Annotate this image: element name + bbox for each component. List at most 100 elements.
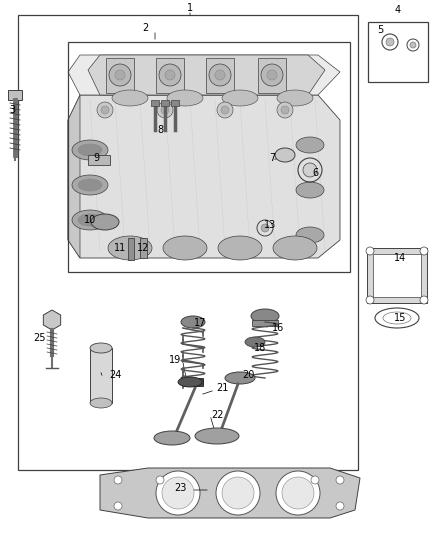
- Ellipse shape: [181, 316, 205, 328]
- Text: 10: 10: [84, 215, 96, 225]
- Bar: [18, 15, 358, 470]
- Ellipse shape: [178, 377, 202, 387]
- Circle shape: [156, 476, 164, 484]
- Text: 24: 24: [109, 370, 121, 380]
- Circle shape: [276, 471, 320, 515]
- Circle shape: [366, 247, 374, 255]
- Circle shape: [410, 42, 416, 48]
- Text: 3: 3: [9, 105, 15, 115]
- Ellipse shape: [78, 214, 102, 226]
- Ellipse shape: [296, 182, 324, 198]
- Ellipse shape: [91, 214, 119, 230]
- Circle shape: [156, 471, 200, 515]
- Bar: [68, 42, 350, 272]
- Circle shape: [222, 477, 254, 509]
- Text: 9: 9: [93, 153, 99, 163]
- Text: 14: 14: [394, 253, 406, 263]
- Text: 22: 22: [212, 410, 224, 420]
- Bar: [140, 238, 147, 258]
- Bar: [367, 248, 427, 303]
- Bar: [156, 58, 184, 93]
- Ellipse shape: [296, 137, 324, 153]
- Ellipse shape: [108, 236, 152, 260]
- Circle shape: [386, 38, 394, 46]
- Text: 1: 1: [187, 3, 193, 13]
- Text: 18: 18: [254, 343, 266, 353]
- Bar: [8, 90, 22, 100]
- Circle shape: [267, 70, 277, 80]
- Text: 7: 7: [269, 153, 275, 163]
- Text: 12: 12: [137, 243, 149, 253]
- Circle shape: [162, 477, 194, 509]
- Circle shape: [215, 70, 225, 80]
- Polygon shape: [43, 310, 60, 330]
- Circle shape: [209, 64, 231, 86]
- Bar: [106, 58, 134, 93]
- Bar: [151, 100, 159, 106]
- Text: 5: 5: [377, 25, 383, 35]
- Circle shape: [161, 106, 169, 114]
- Text: 23: 23: [174, 483, 186, 493]
- Text: 16: 16: [272, 323, 284, 333]
- Ellipse shape: [277, 90, 313, 106]
- Bar: [161, 100, 169, 106]
- Polygon shape: [68, 95, 340, 258]
- Text: 13: 13: [264, 220, 276, 230]
- Polygon shape: [88, 55, 325, 95]
- Ellipse shape: [72, 140, 108, 160]
- Ellipse shape: [167, 90, 203, 106]
- Ellipse shape: [90, 398, 112, 408]
- Bar: [183, 378, 203, 386]
- Ellipse shape: [273, 236, 317, 260]
- Ellipse shape: [296, 227, 324, 243]
- Bar: [368, 22, 428, 82]
- Circle shape: [221, 106, 229, 114]
- Text: 6: 6: [312, 168, 318, 178]
- Circle shape: [261, 64, 283, 86]
- Bar: [90, 348, 112, 403]
- Circle shape: [281, 106, 289, 114]
- Circle shape: [217, 102, 233, 118]
- Ellipse shape: [163, 236, 207, 260]
- Circle shape: [420, 247, 428, 255]
- Bar: [171, 100, 179, 106]
- Text: 21: 21: [216, 383, 228, 393]
- Circle shape: [114, 476, 122, 484]
- Circle shape: [97, 102, 113, 118]
- Circle shape: [336, 502, 344, 510]
- Circle shape: [366, 296, 374, 304]
- Bar: [373, 254, 421, 297]
- Ellipse shape: [78, 144, 102, 156]
- Ellipse shape: [195, 428, 239, 444]
- Text: 11: 11: [114, 243, 126, 253]
- Circle shape: [303, 163, 317, 177]
- Ellipse shape: [112, 90, 148, 106]
- Polygon shape: [100, 468, 360, 518]
- Text: 2: 2: [142, 23, 148, 33]
- Ellipse shape: [245, 337, 265, 347]
- Text: 4: 4: [395, 5, 401, 15]
- Circle shape: [109, 64, 131, 86]
- Circle shape: [165, 70, 175, 80]
- Ellipse shape: [275, 148, 295, 162]
- Circle shape: [311, 476, 319, 484]
- Ellipse shape: [225, 372, 255, 384]
- Circle shape: [261, 224, 269, 232]
- Circle shape: [216, 471, 260, 515]
- Ellipse shape: [72, 210, 108, 230]
- Circle shape: [336, 476, 344, 484]
- Ellipse shape: [222, 90, 258, 106]
- Ellipse shape: [154, 431, 190, 445]
- Circle shape: [115, 70, 125, 80]
- Circle shape: [159, 64, 181, 86]
- Bar: [258, 58, 286, 93]
- Text: 15: 15: [394, 313, 406, 323]
- Ellipse shape: [251, 309, 279, 323]
- Ellipse shape: [72, 175, 108, 195]
- Circle shape: [420, 296, 428, 304]
- Ellipse shape: [90, 343, 112, 353]
- Circle shape: [277, 102, 293, 118]
- Text: 19: 19: [169, 355, 181, 365]
- Ellipse shape: [218, 236, 262, 260]
- Bar: [88, 155, 110, 165]
